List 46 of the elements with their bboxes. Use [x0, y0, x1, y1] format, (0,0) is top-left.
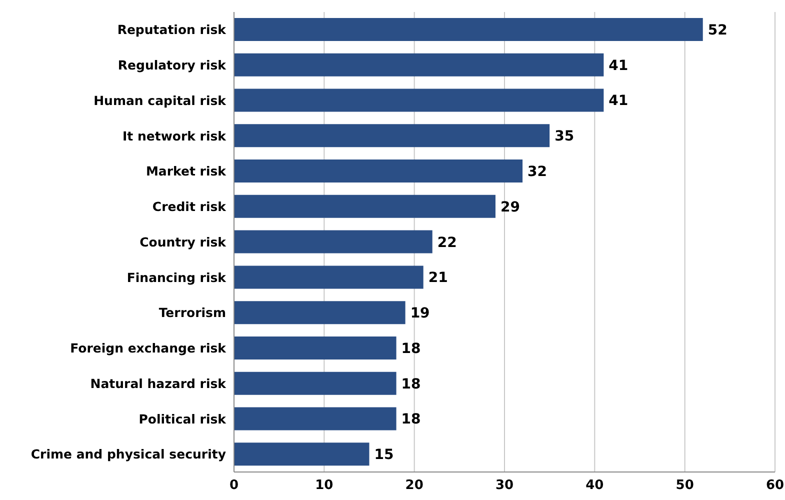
data-label: 35: [554, 128, 574, 145]
bar: [234, 407, 396, 430]
bar: [234, 301, 406, 324]
bar: [234, 442, 370, 466]
x-tick-label: 60: [766, 478, 784, 494]
y-tick-label: Foreign exchange risk: [70, 340, 227, 356]
y-tick-label: It network risk: [122, 128, 227, 144]
x-tick-label: 0: [229, 478, 239, 494]
x-tick-label: 30: [495, 478, 514, 494]
data-label: 41: [608, 58, 628, 74]
y-tick-label: Crime and physical security: [30, 446, 226, 462]
data-label: 29: [500, 199, 520, 216]
bar: [234, 160, 523, 183]
y-tick-label: Credit risk: [152, 199, 227, 214]
data-label: 15: [374, 447, 394, 464]
x-tick-label: 20: [405, 478, 424, 494]
data-label: 22: [437, 234, 457, 251]
y-tick-label: Political risk: [138, 411, 227, 426]
y-tick-label: Market risk: [146, 164, 227, 179]
data-label: 21: [428, 270, 448, 286]
data-label: 32: [528, 164, 548, 180]
bar: [234, 88, 604, 112]
y-tick-label: Regulatory risk: [118, 58, 227, 73]
bar: [234, 266, 424, 289]
data-label: 18: [401, 376, 421, 392]
y-tick-label: Financing risk: [126, 270, 227, 285]
data-label: 18: [401, 412, 421, 428]
bar: [234, 372, 396, 395]
bar: [234, 53, 604, 76]
data-label: 41: [608, 93, 628, 110]
y-tick-label: Natural hazard risk: [90, 376, 227, 391]
bar: [234, 18, 703, 41]
bar: [234, 336, 396, 360]
bar: [234, 230, 432, 254]
x-tick-label: 50: [676, 478, 694, 494]
bar: [234, 124, 550, 148]
bar: [234, 194, 496, 218]
x-tick-label: 10: [315, 478, 334, 494]
data-label: 52: [708, 22, 728, 38]
data-label: 19: [410, 306, 430, 322]
x-tick-label: 40: [586, 478, 604, 494]
data-label: 18: [401, 340, 421, 357]
y-tick-label: Country risk: [140, 234, 227, 250]
y-tick-label: Terrorism: [158, 305, 226, 320]
y-tick-label: Reputation risk: [117, 22, 227, 38]
y-tick-label: Human capital risk: [94, 92, 227, 108]
